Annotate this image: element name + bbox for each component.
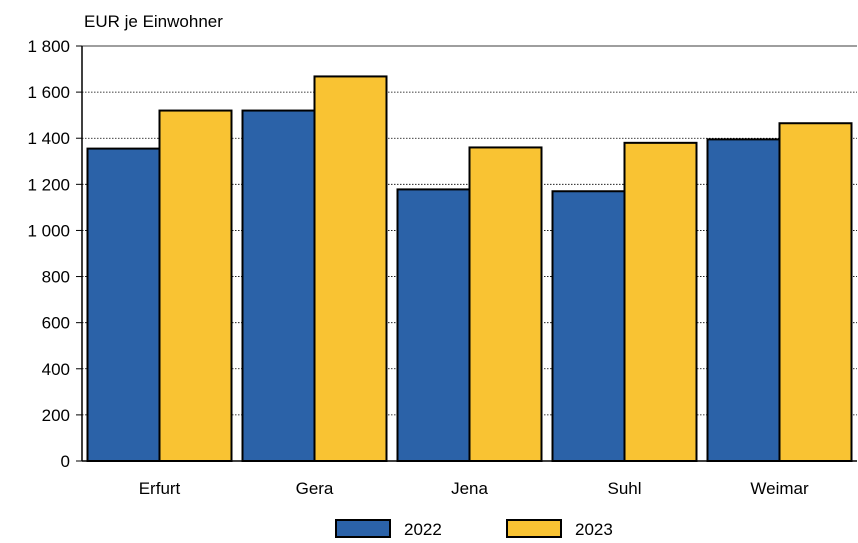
bar-weimar-2023 (778, 122, 853, 462)
bar-jena-2023 (468, 146, 543, 462)
y-tick-label: 600 (42, 314, 70, 333)
y-tick-label: 1 200 (27, 175, 70, 194)
legend-label-2023: 2023 (575, 520, 613, 539)
legend-swatch-2023 (506, 519, 562, 538)
y-tick-label: 400 (42, 360, 70, 379)
y-tick-label: 1 400 (27, 129, 70, 148)
legend-swatch-2022 (335, 519, 391, 538)
axes (81, 45, 857, 462)
y-tick-label: 1 000 (27, 221, 70, 240)
bar-gera-2022 (241, 109, 316, 463)
bar-suhl-2022 (551, 190, 626, 462)
y-tick-label: 800 (42, 268, 70, 287)
bar-suhl-2023 (623, 141, 698, 462)
bars (86, 75, 853, 463)
y-axis-unit-label: EUR je Einwohner (84, 12, 223, 31)
bar-gera-2023 (313, 75, 388, 463)
legend: 2022 2023 (335, 519, 613, 539)
y-tick-label: 200 (42, 406, 70, 425)
x-axis-category-labels: Erfurt Gera Jena Suhl Weimar (139, 479, 809, 498)
y-tick-label: 1 600 (27, 83, 70, 102)
legend-label-2022: 2022 (404, 520, 442, 539)
bar-weimar-2022 (706, 138, 781, 462)
bar-jena-2022 (396, 188, 471, 462)
y-axis-ticks: 0 200 400 600 800 1 000 1 200 1 400 1 600 1 800 (27, 37, 82, 471)
x-tick-label: Suhl (607, 479, 641, 498)
bar-erfurt-2022 (86, 147, 161, 462)
bar-erfurt-2023 (158, 109, 233, 463)
y-tick-label: 0 (61, 452, 70, 471)
y-tick-label: 1 800 (27, 37, 70, 56)
x-tick-label: Erfurt (139, 479, 181, 498)
x-tick-label: Jena (451, 479, 488, 498)
x-tick-label: Weimar (750, 479, 809, 498)
x-tick-label: Gera (296, 479, 334, 498)
